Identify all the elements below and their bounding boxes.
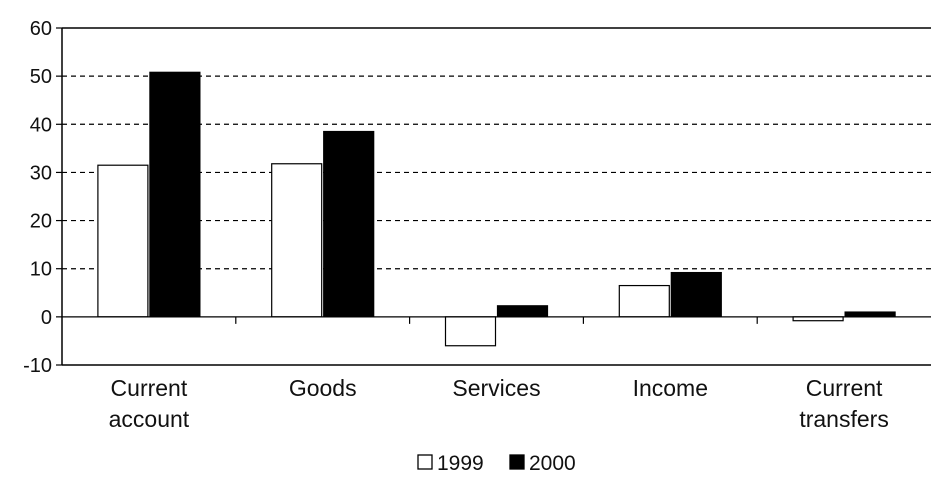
legend-swatch-1999	[417, 454, 433, 470]
axes	[56, 27, 931, 366]
legend-label-1999: 1999	[437, 452, 484, 475]
bar-2000	[670, 271, 722, 318]
y-tick-label: -10	[23, 355, 52, 377]
y-tick-label: 0	[41, 307, 52, 329]
y-tick-label: 10	[30, 259, 52, 281]
y-tick-label: 60	[30, 18, 52, 40]
category-label: Current account	[109, 375, 190, 432]
bar-1999	[618, 284, 670, 318]
legend: 1999 2000	[417, 452, 576, 475]
bar-2000	[496, 305, 549, 318]
bars	[97, 71, 896, 347]
bar-1999	[97, 164, 149, 318]
bar-2000	[149, 71, 201, 318]
y-tick-label: 20	[30, 211, 52, 233]
category-label: Current transfers	[799, 375, 888, 432]
bar-2000	[323, 130, 375, 318]
y-tick-label: 40	[30, 114, 52, 136]
category-label: Services	[452, 375, 540, 401]
gridlines	[62, 75, 931, 270]
y-tick-label: 30	[30, 162, 52, 184]
category-label: Income	[633, 375, 708, 401]
legend-label-2000: 2000	[529, 452, 576, 475]
category-label: Goods	[289, 375, 357, 401]
legend-swatch-2000	[509, 454, 525, 470]
bar-1999	[444, 316, 497, 347]
bar-2000	[844, 311, 896, 318]
y-tick-label: 50	[30, 66, 52, 88]
labels: -10 0 10 20 30 40 50 60 Current account Goods Servi…	[23, 18, 889, 432]
bar-1999	[271, 163, 323, 318]
